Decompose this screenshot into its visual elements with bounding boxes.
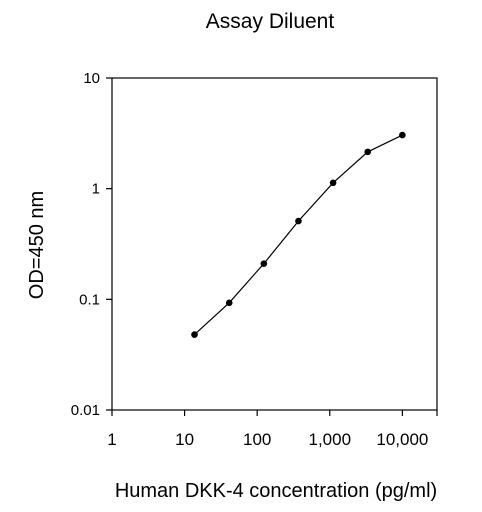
data-point: [295, 217, 302, 225]
data-point: [260, 260, 268, 267]
data-point: [399, 131, 406, 139]
series-line: [194, 134, 403, 336]
x-tick-label: 100: [243, 430, 271, 449]
x-tick-label: 10: [175, 430, 194, 449]
y-axis-label: OD=450 nm: [26, 191, 48, 299]
plot-area: [111, 77, 438, 411]
y-tick-label: 10: [83, 70, 100, 87]
x-axis-label: Human DKK-4 concentration (pg/ml): [115, 480, 437, 502]
plot-frame: [111, 77, 438, 411]
data-point: [364, 148, 372, 156]
x-tick-label: 1,000: [309, 430, 352, 449]
chart-title: Assay Diluent: [206, 10, 335, 33]
y-tick-label: 1: [92, 181, 100, 198]
y-tick-label: 0.1: [79, 291, 100, 308]
data-point: [225, 299, 233, 307]
x-tick-label: 10,000: [376, 430, 428, 449]
data-series: [191, 131, 406, 338]
x-tick-label: 1: [107, 430, 116, 449]
y-tick-label: 0.01: [71, 402, 100, 419]
data-point: [329, 179, 337, 187]
x-axis: 1 10 100 1,000 10,000: [107, 410, 438, 449]
data-point: [191, 331, 198, 338]
y-axis: 10 1 0.1 0.01: [71, 70, 112, 419]
